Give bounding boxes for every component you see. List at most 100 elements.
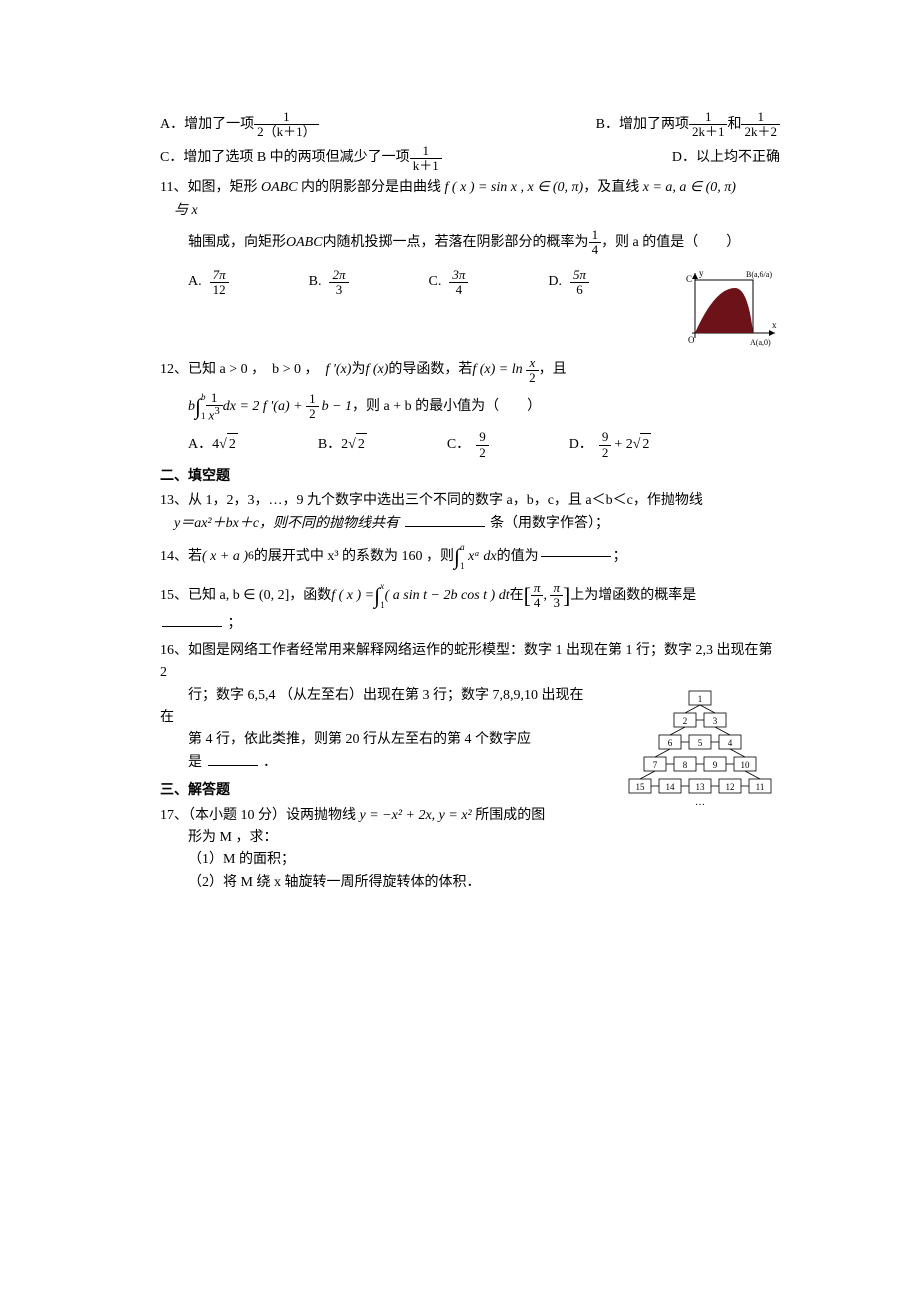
- fraction: 5π6: [570, 268, 589, 298]
- q11-stem-line3: 轴围成，向矩形 OABC 内随机投掷一点，若落在阴影部分的概率为 14 ，则 a…: [188, 228, 780, 258]
- opt-label: C．: [447, 434, 470, 456]
- q15: 15、已知 a, b ∈ (0, 2]，函数 f ( x ) = ∫x1 ( a…: [160, 578, 780, 636]
- fraction: 1 2k＋2: [741, 110, 780, 140]
- opt-label: C.: [429, 271, 442, 293]
- text: 内随机投掷一点，若落在阴影部分的概率为: [323, 232, 589, 254]
- sqrt-icon: 2: [219, 433, 238, 456]
- math: f ( x ) =: [331, 585, 374, 607]
- text: ，则 a + b 的最小值为（ ）: [352, 396, 541, 418]
- q16-line3: 第 4 行，依此类推，则第 20 行从左至右的第 4 个数字应: [188, 729, 610, 751]
- math: f (x): [365, 359, 388, 381]
- fraction: 3π4: [449, 268, 468, 298]
- snake-diagram: 123654789101514131211…: [620, 685, 780, 815]
- math: y = −x² + 2x, y = x²: [360, 808, 472, 823]
- opt-label: A．增加了一项: [160, 114, 254, 136]
- math: f (x) = ln: [472, 359, 522, 381]
- fraction: 14: [589, 228, 602, 258]
- blank-input[interactable]: [208, 765, 258, 766]
- label-b: B(a,6/a): [746, 270, 772, 279]
- math: dx = 2 f '(a) +: [223, 396, 303, 418]
- svg-text:11: 11: [756, 782, 765, 792]
- fraction: 92: [476, 430, 489, 460]
- svg-text:…: …: [695, 797, 705, 808]
- q12-opt-b: B． 22: [318, 433, 367, 456]
- math: OABC: [286, 232, 323, 254]
- fraction: 7π12: [210, 268, 229, 298]
- blank-input[interactable]: [541, 556, 611, 557]
- q11-opt-c: C. 3π4: [429, 268, 469, 298]
- text: 所围成的图: [472, 808, 546, 823]
- q17-p2: （2）将 M 绕 x 轴旋转一周所得旋转体的体积．: [188, 872, 780, 894]
- q11-figure: O A(a,0) B(a,6/a) C y x: [680, 268, 780, 348]
- q12-opt-a: A． 42: [188, 433, 238, 456]
- opt-label: D.: [548, 271, 562, 293]
- q17-p1: （1）M 的面积；: [188, 849, 780, 871]
- math: x = a, a ∈ (0, π): [643, 180, 736, 195]
- text: 条（用数字作答）；: [490, 516, 609, 531]
- q13-line2: y＝ax²＋bx＋c，则不同的抛物线共有 条（用数字作答）；: [174, 513, 780, 535]
- blank-input[interactable]: [405, 526, 485, 527]
- svg-text:6: 6: [668, 738, 673, 748]
- opt-label: D．以上均不正确: [672, 147, 780, 169]
- fraction: π3: [550, 581, 563, 611]
- sqrt-icon: 2: [348, 433, 367, 456]
- blank-input[interactable]: [162, 626, 222, 627]
- fraction: 1x3: [206, 391, 223, 423]
- svg-text:14: 14: [666, 782, 676, 792]
- text: 与 x: [174, 203, 198, 218]
- q16-line1: 16、如图是网络工作者经常用来解释网络运作的蛇形模型：数字 1 出现在第 1 行…: [160, 640, 780, 685]
- text: 的值为: [497, 546, 539, 568]
- opt-label: C．增加了选项 B 中的两项但减少了一项: [160, 147, 410, 169]
- math: xᵃ dx: [468, 546, 497, 568]
- text: ，及直线: [583, 180, 643, 195]
- text: 的展开式中 x³ 的系数为 160 ，则: [254, 546, 454, 568]
- opt-label: B．: [318, 434, 341, 456]
- opt-label: A．: [188, 434, 212, 456]
- q13: 13、从 1，2，3，…，9 九个数字中选出三个不同的数字 a，b，c，且 a＜…: [160, 490, 780, 535]
- q14: 14、若 ( x + a )6 的展开式中 x³ 的系数为 160 ，则 ∫a1…: [160, 539, 780, 574]
- text: ；: [613, 546, 627, 568]
- svg-text:7: 7: [653, 760, 658, 770]
- label-y: y: [699, 268, 704, 278]
- fraction: 1 2k＋1: [689, 110, 728, 140]
- opt-label: B.: [309, 271, 322, 293]
- fraction: 92: [599, 430, 612, 460]
- q16: 16、如图是网络工作者经常用来解释网络运作的蛇形模型：数字 1 出现在第 1 行…: [160, 640, 780, 894]
- q11-opt-a: A. 7π12: [188, 268, 229, 298]
- text: 和: [727, 114, 741, 136]
- fraction: 2π3: [329, 268, 348, 298]
- text: 内的阴影部分是由曲线: [298, 180, 445, 195]
- text: ．: [263, 755, 277, 770]
- label-x: x: [772, 320, 777, 330]
- text: 是: [188, 755, 202, 770]
- svg-text:10: 10: [741, 760, 751, 770]
- q13-line1: 13、从 1，2，3，…，9 九个数字中选出三个不同的数字 a，b，c，且 a＜…: [160, 490, 780, 512]
- q12-opt-c: C． 92: [447, 430, 489, 460]
- math: b: [188, 396, 195, 418]
- text: 12、已知 a > 0 ， b > 0 ，: [160, 359, 326, 381]
- bracket-left-icon: [: [524, 578, 531, 613]
- opt-label: D．: [569, 434, 593, 456]
- fraction: 1 2（k＋1）: [254, 110, 319, 140]
- math: f '(x): [326, 359, 352, 381]
- svg-text:15: 15: [636, 782, 646, 792]
- text: 15、已知 a, b ∈ (0, 2]，函数: [160, 585, 331, 607]
- fraction: x2: [526, 356, 539, 386]
- text: ，则 a 的值是（ ）: [601, 232, 740, 254]
- svg-text:9: 9: [713, 760, 718, 770]
- svg-text:2: 2: [683, 716, 688, 726]
- svg-text:3: 3: [713, 716, 718, 726]
- q11-options: A. 7π12 B. 2π3 C. 3π4 D. 5π6: [188, 268, 680, 298]
- svg-text:4: 4: [728, 738, 733, 748]
- fraction: 12: [306, 392, 319, 422]
- integral-limits: a1: [460, 543, 465, 571]
- math: OABC: [261, 180, 298, 195]
- q12: 12、已知 a > 0 ， b > 0 ， f '(x) 为 f (x) 的导函…: [160, 356, 780, 460]
- q10-options: A．增加了一项 1 2（k＋1） B．增加了两项 1 2k＋1 和 1 2k＋2…: [160, 110, 780, 173]
- svg-text:8: 8: [683, 760, 688, 770]
- sine-figure: O A(a,0) B(a,6/a) C y x: [680, 268, 780, 348]
- label-c: C: [686, 274, 692, 284]
- label-a: A(a,0): [750, 338, 771, 347]
- math: ( a sin t − 2b cos t ) dt: [385, 585, 510, 607]
- q12-stem-line2: b ∫b1 1x3 dx = 2 f '(a) + 12 b − 1 ，则 a …: [188, 389, 780, 424]
